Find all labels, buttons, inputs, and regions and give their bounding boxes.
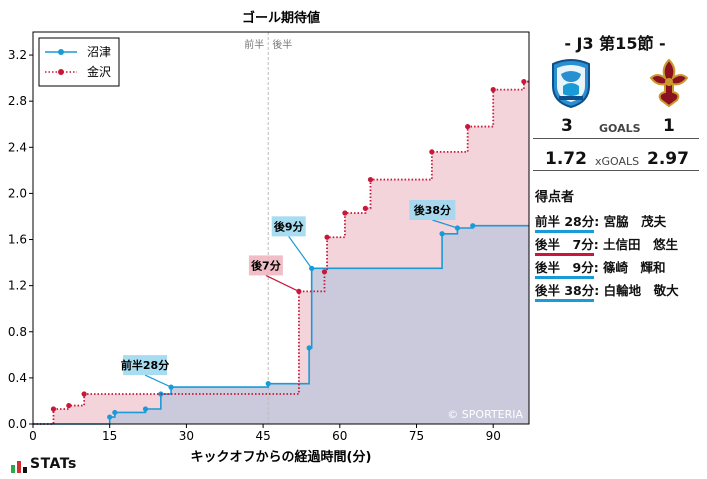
x-tick-label: 60	[332, 429, 347, 443]
annotation-box	[409, 200, 456, 220]
annotation-leader	[265, 274, 300, 292]
series-0-point	[107, 414, 113, 420]
series-1-point	[324, 234, 330, 240]
series-1-point	[429, 149, 435, 155]
scorer-name: : 白輪地 敬大	[594, 283, 679, 298]
away-goals: 1	[663, 116, 675, 136]
series-1-point	[342, 210, 348, 216]
xg-label: xGOALS	[595, 155, 640, 168]
series-1-point	[362, 205, 368, 211]
series-1-point	[490, 87, 496, 93]
x-axis-label: キックオフからの経過時間(分)	[191, 449, 372, 465]
y-tick-label: 1.6	[8, 233, 27, 247]
watermark: © SPORTERIA	[447, 408, 523, 421]
half-label-first: 前半	[244, 38, 264, 51]
series-1-point	[367, 176, 374, 183]
annotation-leader	[288, 236, 313, 269]
series-1-point	[521, 78, 527, 85]
stats-bar-icon	[11, 461, 27, 473]
series-fill-0	[33, 225, 529, 424]
numazu-crest-icon	[552, 59, 590, 108]
annotation-label: 後38分	[414, 203, 451, 217]
scorer-name: : 篠崎 輝和	[593, 260, 666, 275]
series-0-point	[142, 406, 149, 412]
series-0-point	[470, 223, 476, 229]
annotation-label: 後9分	[274, 219, 304, 233]
kanazawa-crest-icon	[649, 58, 689, 108]
x-tick-label: 0	[29, 429, 37, 443]
away-xg: 2.97	[647, 149, 689, 169]
scorer-time: 前半 28分	[535, 211, 595, 233]
plot-frame	[32, 31, 530, 425]
annotation-box	[123, 355, 168, 376]
y-tick-label: 2.8	[8, 94, 27, 108]
legend-marker-1	[58, 69, 64, 75]
series-1-point	[50, 406, 57, 412]
scorer-name: : 土信田 悠生	[593, 237, 679, 252]
legend-box	[38, 37, 120, 87]
x-tick-label: 90	[486, 429, 501, 443]
stats-brand: STATs	[30, 456, 77, 472]
x-tick-label: 45	[255, 429, 270, 443]
x-tick-label: 30	[179, 429, 194, 443]
annotation-box	[271, 216, 306, 237]
goals-label: GOALS	[599, 122, 641, 135]
x-tick-label: 75	[409, 429, 424, 443]
series-1-point	[465, 123, 471, 130]
scorer-row: 後半 9分: 篠崎 輝和	[535, 257, 666, 279]
scorer-name: : 宮脇 茂夫	[594, 214, 667, 229]
series-1-point	[81, 391, 87, 397]
series-1-point	[321, 269, 328, 275]
annotation-leader	[144, 374, 172, 388]
scorer-time: 後半 38分	[535, 280, 595, 302]
series-0-point	[439, 231, 445, 237]
goals-row: 3 GOALS 1	[533, 116, 699, 139]
scorers-title: 得点者	[535, 190, 575, 205]
annotation-label: 前半28分	[121, 358, 169, 372]
scorer-row: 前半 28分: 宮脇 茂夫	[535, 211, 666, 233]
legend-label-1: 金沢	[87, 64, 111, 79]
legend-marker-0	[58, 49, 64, 55]
series-1-point	[66, 402, 72, 409]
series-0-point	[306, 345, 312, 351]
legend-label-0: 沼津	[87, 45, 111, 59]
y-tick-label: 0.0	[8, 417, 27, 431]
home-goals: 3	[561, 116, 573, 136]
y-tick-label: 3.2	[8, 48, 27, 62]
annotation-leader	[432, 219, 458, 229]
scorer-row: 後半 7分: 土信田 悠生	[535, 234, 678, 256]
y-tick-label: 0.4	[8, 371, 27, 385]
y-tick-label: 1.2	[8, 279, 27, 293]
series-0-point	[265, 381, 271, 387]
scorer-row: 後半 38分: 白輪地 敬大	[535, 280, 679, 302]
scorer-time: 後半 9分	[535, 257, 594, 279]
y-tick-label: 2.0	[8, 186, 27, 200]
scorer-time: 後半 7分	[535, 234, 594, 256]
home-xg: 1.72	[545, 149, 587, 169]
plot-area: 前半 後半 0 15 30 45 60 75 90 0.0 0.4 0.8 1.2 1.6 2.0 2.4 2.…	[8, 31, 530, 443]
series-0-point	[112, 409, 118, 416]
annotation-label: 後7分	[251, 258, 281, 272]
chart-title: ゴール期待値	[242, 10, 320, 26]
xg-row: 1.72 xGOALS 2.97	[533, 146, 699, 171]
match-title: - J3 第15節 -	[564, 34, 666, 53]
annotation-box	[248, 255, 283, 276]
x-tick-label: 15	[102, 429, 117, 443]
y-tick-label: 0.8	[8, 325, 27, 339]
half-label-second: 後半	[272, 38, 292, 51]
y-tick-label: 2.4	[8, 140, 27, 154]
